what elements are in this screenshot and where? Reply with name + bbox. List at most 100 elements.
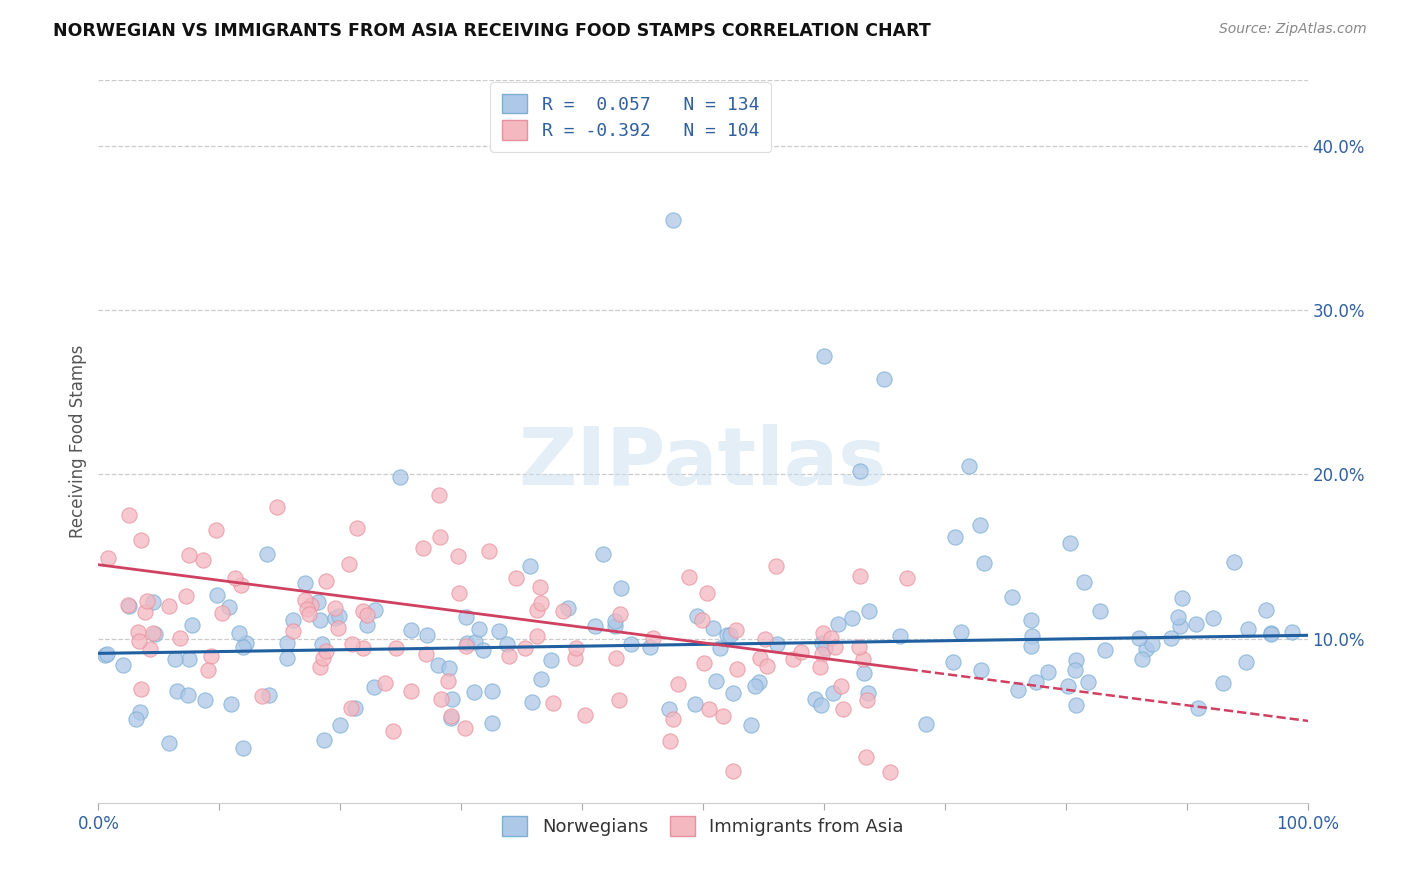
Point — [720, 628, 742, 642]
Point — [257, 689, 280, 703]
Point — [592, 547, 614, 561]
Point — [311, 637, 333, 651]
Point — [848, 569, 870, 583]
Point — [1223, 555, 1246, 569]
Point — [1260, 626, 1282, 640]
Point — [969, 517, 991, 532]
Point — [513, 641, 536, 656]
Point — [135, 594, 157, 608]
Point — [399, 683, 422, 698]
Point — [97, 550, 120, 565]
Point — [157, 736, 180, 750]
Point — [1185, 617, 1208, 632]
Point — [325, 611, 347, 625]
Point — [973, 556, 995, 570]
Point — [315, 643, 337, 657]
Text: NORWEGIAN VS IMMIGRANTS FROM ASIA RECEIVING FOOD STAMPS CORRELATION CHART: NORWEGIAN VS IMMIGRANTS FROM ASIA RECEIV… — [53, 22, 931, 40]
Point — [551, 604, 574, 618]
Point — [232, 640, 254, 654]
Point — [1019, 640, 1042, 654]
Point — [276, 636, 298, 650]
Point — [848, 640, 870, 655]
Point — [1064, 652, 1087, 666]
Point — [662, 712, 685, 726]
Point — [401, 623, 423, 637]
Point — [526, 603, 548, 617]
Point — [748, 651, 770, 665]
Point — [609, 581, 631, 595]
Point — [157, 599, 180, 613]
Point — [666, 677, 689, 691]
Point — [754, 632, 776, 647]
Point — [1171, 591, 1194, 605]
Point — [427, 657, 450, 672]
Point — [858, 604, 880, 618]
Point — [142, 595, 165, 609]
Point — [437, 674, 460, 689]
Point — [896, 571, 918, 585]
Point — [1094, 643, 1116, 657]
Point — [439, 711, 461, 725]
Point — [128, 633, 150, 648]
Point — [498, 648, 520, 663]
Point — [229, 577, 252, 591]
Point — [131, 682, 153, 697]
Point — [454, 722, 477, 736]
Point — [221, 698, 243, 712]
Point — [820, 631, 842, 645]
Text: ZIPatlas: ZIPatlas — [519, 425, 887, 502]
Point — [456, 610, 478, 624]
Point — [456, 636, 478, 650]
Point — [709, 641, 731, 656]
Point — [388, 470, 411, 484]
Point — [194, 693, 217, 707]
Point — [412, 541, 434, 555]
Point — [276, 651, 298, 665]
Point — [605, 651, 627, 665]
Point — [165, 651, 187, 665]
Point — [440, 691, 463, 706]
Point — [696, 586, 718, 600]
Point — [224, 571, 246, 585]
Point — [557, 601, 579, 615]
Point — [312, 733, 335, 747]
Point — [949, 624, 972, 639]
Point — [1021, 629, 1043, 643]
Point — [704, 674, 727, 689]
Point — [808, 660, 831, 674]
Point — [766, 637, 789, 651]
Point — [205, 588, 228, 602]
Point — [454, 640, 477, 654]
Point — [174, 589, 197, 603]
Point — [832, 702, 855, 716]
Point — [1001, 590, 1024, 604]
Point — [309, 613, 332, 627]
Point — [127, 625, 149, 640]
Point — [346, 521, 368, 535]
Point — [308, 660, 330, 674]
Point — [193, 553, 215, 567]
Point — [1007, 682, 1029, 697]
Point — [821, 686, 844, 700]
Text: Source: ZipAtlas.com: Source: ZipAtlas.com — [1219, 22, 1367, 37]
Point — [204, 523, 226, 537]
Point — [374, 676, 396, 690]
Point — [1281, 624, 1303, 639]
Point — [197, 663, 219, 677]
Point — [1212, 676, 1234, 690]
Point — [340, 637, 363, 651]
Point — [855, 750, 877, 764]
Point — [363, 680, 385, 694]
Point — [530, 596, 553, 610]
Point — [364, 603, 387, 617]
Point — [471, 643, 494, 657]
Point — [505, 571, 527, 585]
Point — [678, 570, 700, 584]
Point — [467, 623, 489, 637]
Point — [841, 610, 863, 624]
Point — [814, 640, 837, 655]
Point — [879, 764, 901, 779]
Point — [382, 724, 405, 739]
Point — [125, 712, 148, 726]
Point — [603, 614, 626, 628]
